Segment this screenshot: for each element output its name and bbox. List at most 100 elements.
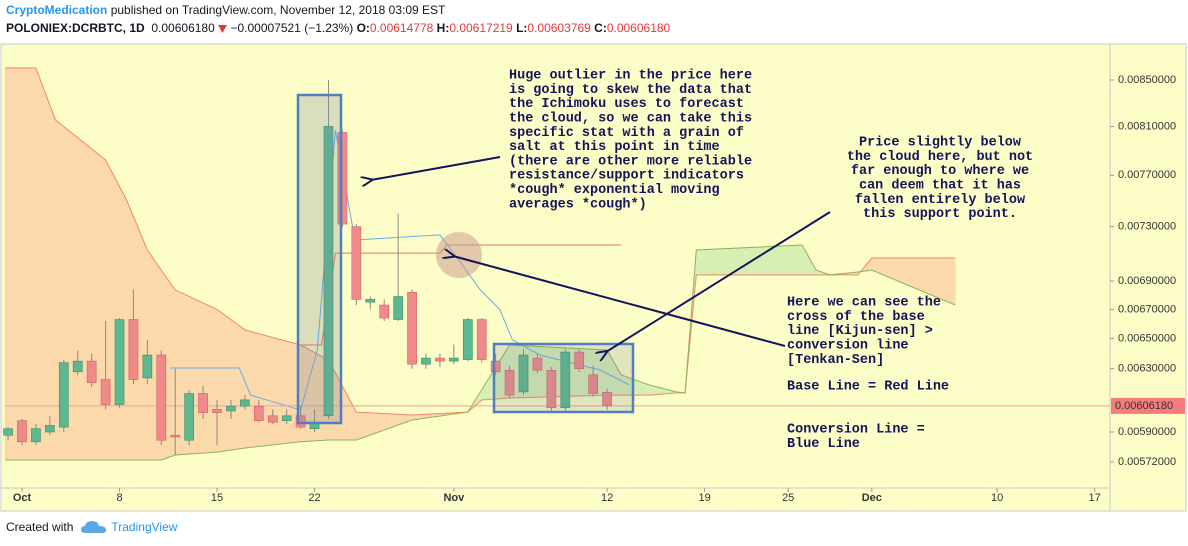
x-tick-label: Nov bbox=[443, 492, 465, 504]
candle-body bbox=[31, 428, 41, 443]
candle-body bbox=[45, 425, 55, 433]
last-price-label: 0.00606180 bbox=[1115, 400, 1173, 412]
candle-body bbox=[170, 434, 181, 438]
candle-body bbox=[365, 299, 376, 303]
candle-body bbox=[518, 354, 529, 393]
candle-body bbox=[267, 415, 278, 423]
cloud-fill bbox=[105, 159, 127, 461]
ohlc-value: 0.00603769 bbox=[527, 21, 591, 35]
annotation-text: resistance/support indicators bbox=[509, 169, 744, 184]
annotation-text: *cough* exponential moving bbox=[509, 183, 720, 198]
cloud-fill bbox=[35, 67, 56, 461]
candle-body bbox=[253, 405, 264, 421]
ohlc-label: H: bbox=[436, 21, 450, 35]
candle-body bbox=[588, 374, 598, 394]
candle-body bbox=[128, 319, 139, 380]
annotation-text: the cloud here, but not bbox=[847, 150, 1033, 165]
candle-body bbox=[532, 357, 543, 371]
last-price-box bbox=[1111, 397, 1185, 414]
ohlc-label: C: bbox=[594, 21, 607, 35]
annotation-text: Here we can see the bbox=[787, 296, 941, 311]
y-tick-label: 0.00810000 bbox=[1118, 120, 1176, 132]
y-tick-label: 0.00730000 bbox=[1118, 221, 1176, 233]
candle-body bbox=[393, 296, 403, 320]
candle-body bbox=[574, 351, 585, 370]
annotation-text: the cloud, so we can take this bbox=[509, 111, 752, 126]
candle-body bbox=[184, 393, 194, 441]
annotation-text: is going to skew the data that bbox=[509, 83, 752, 98]
candle-body bbox=[100, 379, 111, 405]
ohlc-value: 0.00606180 bbox=[606, 21, 671, 35]
annotation-text: Blue Line bbox=[787, 437, 860, 452]
x-tick-label: 10 bbox=[991, 492, 1003, 504]
annotation-text: [Tenkan-Sen] bbox=[787, 353, 884, 368]
candle-body bbox=[407, 291, 417, 365]
candle-body bbox=[142, 354, 153, 379]
x-tick-label: 12 bbox=[601, 492, 613, 504]
y-tick-label: 0.00670000 bbox=[1118, 303, 1176, 315]
y-tick-label: 0.00572000 bbox=[1118, 456, 1176, 468]
candle-body bbox=[323, 126, 334, 417]
footer: Created with TradingView bbox=[6, 520, 177, 534]
candle-body bbox=[602, 392, 612, 407]
footer-text: Created with bbox=[6, 520, 74, 534]
ohlc-label: L: bbox=[516, 21, 528, 35]
candle-body bbox=[3, 428, 13, 436]
candle-body bbox=[114, 319, 125, 405]
candle-body bbox=[351, 226, 362, 300]
annotation-text: conversion line bbox=[787, 338, 909, 353]
y-tick-label: 0.00690000 bbox=[1118, 275, 1176, 287]
change: −0.00007521 (−1.23%) bbox=[230, 21, 354, 35]
x-tick-label: 17 bbox=[1089, 492, 1101, 504]
down-icon bbox=[218, 24, 228, 33]
candle-body bbox=[86, 360, 97, 383]
symbol: POLONIEX:DCRBTC, 1D bbox=[6, 21, 145, 35]
candle-body bbox=[421, 357, 431, 365]
candle-body bbox=[476, 319, 487, 360]
published: published on TradingView.com, November 1… bbox=[110, 3, 446, 17]
candle-body bbox=[58, 362, 69, 428]
ohlc-value: 0.00617219 bbox=[449, 21, 513, 35]
candle-body bbox=[560, 351, 571, 409]
plot bbox=[3, 67, 1110, 461]
candle-body bbox=[281, 415, 292, 421]
candle-body bbox=[240, 399, 250, 407]
annotation-text: this support point. bbox=[863, 207, 1017, 222]
y-tick-label: 0.00590000 bbox=[1118, 426, 1176, 438]
annotation-text: Huge outlier in the price here bbox=[509, 69, 752, 84]
annotation-text: Base Line = Red Line bbox=[787, 380, 949, 395]
x-tick-label: 22 bbox=[308, 492, 320, 504]
candle-body bbox=[504, 369, 515, 396]
annotation-text: Price slightly below bbox=[859, 136, 1022, 151]
candle-body bbox=[198, 393, 208, 413]
annotation-text: cross of the base bbox=[787, 310, 925, 325]
annotation-text: far enough to where we bbox=[851, 164, 1029, 179]
x-tick-label: 8 bbox=[116, 492, 122, 504]
y-tick-label: 0.00650000 bbox=[1118, 333, 1176, 345]
y-tick-label: 0.00850000 bbox=[1118, 74, 1176, 86]
annotation-text: averages *cough*) bbox=[509, 197, 647, 212]
brand[interactable]: TradingView bbox=[111, 520, 178, 534]
cloud-fill bbox=[216, 308, 246, 453]
candle-body bbox=[449, 357, 459, 362]
annotation-text: specific stat with a grain of bbox=[509, 126, 744, 141]
x-tick-label: 15 bbox=[211, 492, 223, 504]
candle-body bbox=[462, 319, 473, 360]
cloud-fill bbox=[4, 67, 37, 461]
annotation-text: Conversion Line = bbox=[787, 423, 925, 438]
ohlc-label: O: bbox=[356, 21, 370, 35]
annotation-text: salt at this point in time bbox=[509, 140, 720, 155]
highlight-box bbox=[296, 93, 343, 425]
x-tick-label: Dec bbox=[862, 492, 882, 504]
arrow bbox=[606, 211, 831, 352]
header-line: POLONIEX:DCRBTC, 1D 0.00606180 −0.000075… bbox=[6, 21, 670, 35]
author[interactable]: CryptoMedication bbox=[6, 3, 108, 17]
header-line: CryptoMedication published on TradingVie… bbox=[6, 3, 445, 17]
highlight-circle bbox=[436, 232, 482, 278]
candle-body bbox=[156, 354, 167, 441]
candle-body bbox=[379, 304, 390, 319]
arrow bbox=[453, 256, 786, 347]
